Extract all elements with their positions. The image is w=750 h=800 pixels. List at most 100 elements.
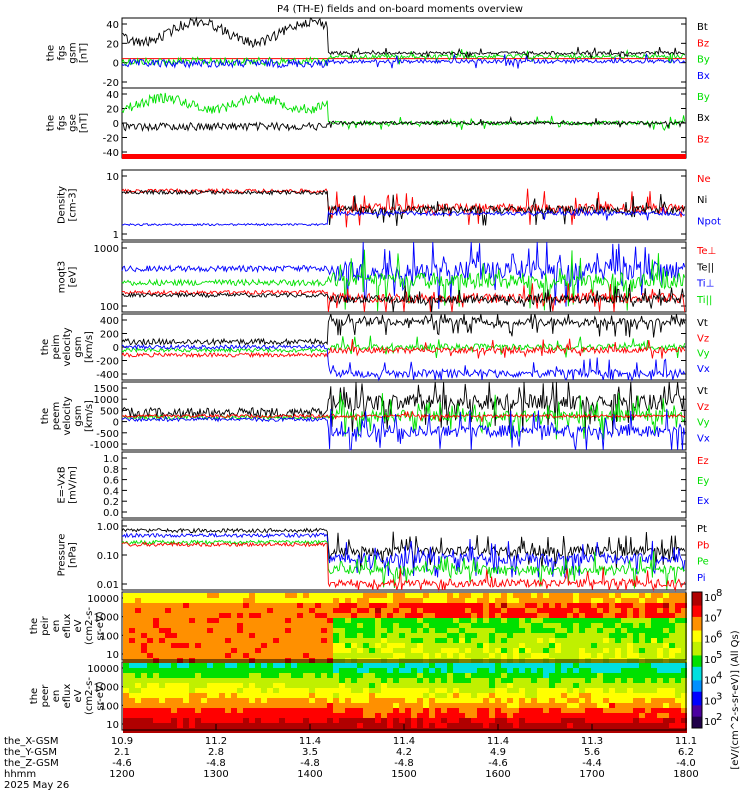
spectrogram-cell — [189, 648, 195, 653]
spectrogram-cell — [183, 723, 189, 728]
spectrogram-cell — [159, 698, 165, 703]
spectrogram-cell — [141, 613, 147, 618]
spectrogram-cell — [471, 598, 477, 603]
spectrogram-cell — [597, 653, 603, 658]
spectrogram-cell — [225, 698, 231, 703]
spectrogram-cell — [159, 623, 165, 628]
spectrogram-cell — [579, 633, 585, 638]
spectrogram-cell — [297, 653, 303, 658]
spectrogram-cell — [441, 638, 447, 643]
colorbar-cell — [692, 691, 702, 695]
legend-vt: Vt — [697, 386, 708, 397]
spectrogram-cell — [261, 628, 267, 633]
spectrogram-cell — [387, 618, 393, 623]
spectrogram-cell — [309, 723, 315, 728]
spectrogram-cell — [231, 643, 237, 648]
spectrogram-cell — [189, 638, 195, 643]
spectrogram-cell — [249, 693, 255, 698]
spectrogram-cell — [213, 628, 219, 633]
spectrogram-cell — [651, 703, 657, 708]
spectrogram-cell — [351, 723, 357, 728]
spectrogram-cell — [495, 598, 501, 603]
spectrogram-cell — [309, 618, 315, 623]
spectrogram-cell — [537, 698, 543, 703]
spectrogram-cell — [633, 628, 639, 633]
spectrogram-cell — [573, 693, 579, 698]
spectrogram-cell — [369, 598, 375, 603]
spectrogram-cell — [261, 648, 267, 653]
spectrogram-cell — [219, 668, 225, 673]
spectrogram-cell — [339, 638, 345, 643]
spectrogram-cell — [507, 678, 513, 683]
spectrogram-cell — [267, 653, 273, 658]
spectrogram-cell — [483, 608, 489, 613]
spectrogram-cell — [627, 703, 633, 708]
spectrogram-cell — [447, 713, 453, 718]
spectrogram-cell — [285, 688, 291, 693]
spectrogram-cell — [345, 653, 351, 658]
spectrogram-cell — [525, 678, 531, 683]
spectrogram-cell — [441, 628, 447, 633]
spectrogram-cell — [669, 623, 675, 628]
spectrogram-cell — [261, 593, 267, 598]
spectrogram-cell — [201, 663, 207, 668]
spectrogram-cell — [177, 708, 183, 713]
spectrogram-cell — [441, 683, 447, 688]
spectrogram-cell — [177, 618, 183, 623]
spectrogram-cell — [537, 613, 543, 618]
spectrogram-cell — [297, 693, 303, 698]
spectrogram-cell — [357, 613, 363, 618]
spectrogram-cell — [171, 673, 177, 678]
spectrogram-cell — [333, 718, 339, 723]
spectrogram-cell — [129, 683, 135, 688]
spectrogram-cell — [471, 633, 477, 638]
spectrogram-cell — [219, 653, 225, 658]
spectrogram-cell — [171, 603, 177, 608]
spectrogram-cell — [225, 623, 231, 628]
spectrogram-cell — [483, 628, 489, 633]
spectrogram-cell — [453, 638, 459, 643]
spectrogram-cell — [141, 648, 147, 653]
spectrogram-cell — [345, 718, 351, 723]
spectrogram-cell — [177, 678, 183, 683]
spectrogram-cell — [225, 653, 231, 658]
spectrogram-cell — [405, 613, 411, 618]
y-tick-label: 1000 — [94, 683, 119, 694]
spectrogram-cell — [267, 713, 273, 718]
spectrogram-cell — [423, 713, 429, 718]
spectrogram-cell — [315, 628, 321, 633]
spectrogram-cell — [135, 653, 141, 658]
spectrogram-cell — [129, 618, 135, 623]
spectrogram-cell — [393, 643, 399, 648]
spectrogram-cell — [225, 608, 231, 613]
spectrogram-cell — [417, 668, 423, 673]
spectrogram-cell — [285, 638, 291, 643]
spectrogram-cell — [345, 723, 351, 728]
spectrogram-cell — [411, 678, 417, 683]
spectrogram-cell — [681, 668, 687, 673]
spectrogram-cell — [663, 608, 669, 613]
spectrogram-cell — [285, 598, 291, 603]
spectrogram-cell — [543, 613, 549, 618]
spectrogram-cell — [525, 613, 531, 618]
spectrogram-cell — [573, 688, 579, 693]
spectrogram-cell — [411, 718, 417, 723]
spectrogram-cell — [303, 723, 309, 728]
spectrogram-cell — [489, 718, 495, 723]
spectrogram-cell — [465, 688, 471, 693]
spectrogram-cell — [483, 668, 489, 673]
spectrogram-cell — [153, 603, 159, 608]
axis-value: 1600 — [485, 769, 510, 780]
spectrogram-cell — [645, 638, 651, 643]
spectrogram-cell — [603, 663, 609, 668]
spectrogram-cell — [549, 698, 555, 703]
spectrogram-cell — [675, 683, 681, 688]
spectrogram-cell — [453, 613, 459, 618]
spectrogram-cell — [399, 698, 405, 703]
spectrogram-cell — [273, 683, 279, 688]
spectrogram-cell — [309, 643, 315, 648]
spectrogram-cell — [243, 633, 249, 638]
spectrogram-cell — [357, 593, 363, 598]
spectrogram-cell — [399, 638, 405, 643]
